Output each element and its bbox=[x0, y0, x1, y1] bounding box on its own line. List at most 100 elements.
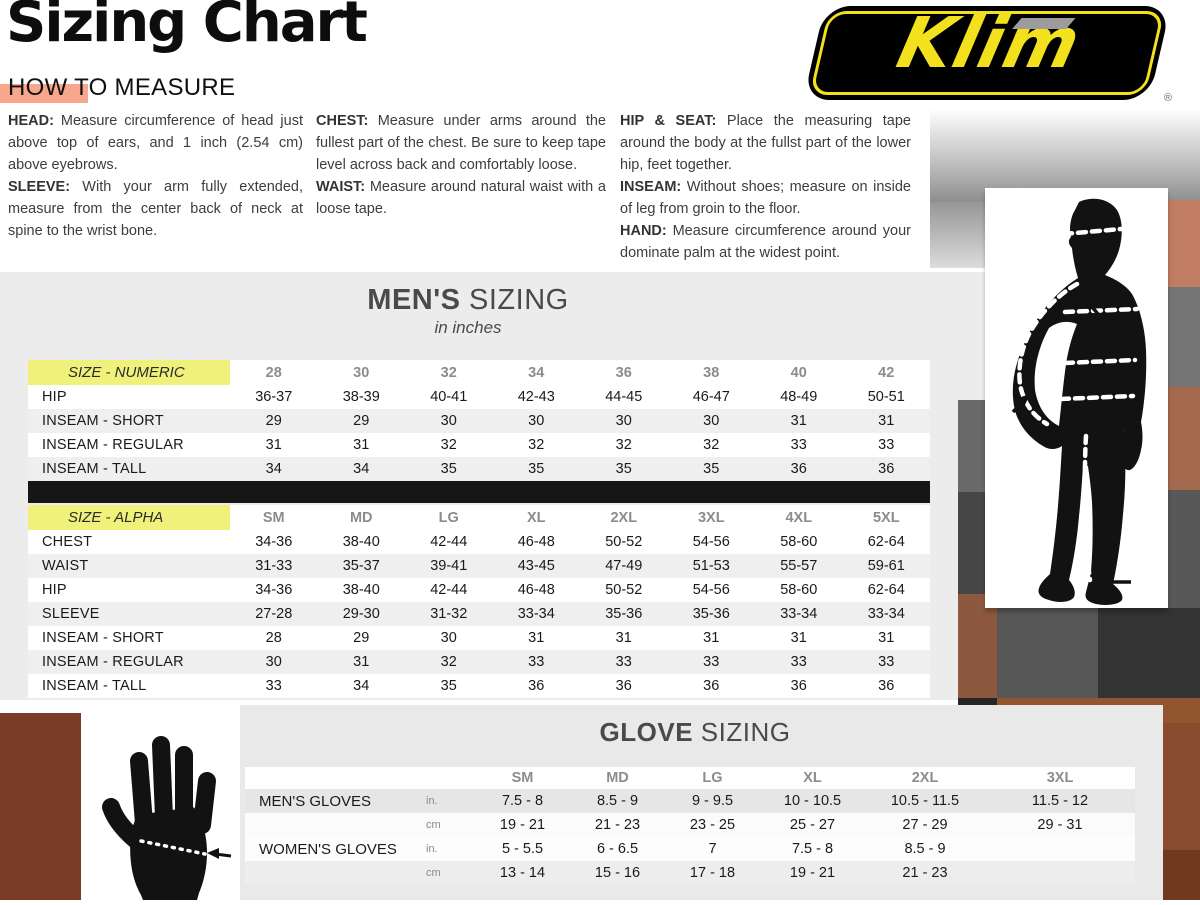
size-value: 21 - 23 bbox=[902, 865, 948, 881]
size-value: 33-34 bbox=[780, 606, 818, 622]
table-row: INSEAM - REGULAR 31 31 32 32 32 32 33 33 bbox=[28, 433, 930, 457]
size-value: 38-39 bbox=[342, 389, 380, 405]
page-title: Sizing Chart bbox=[6, 0, 368, 55]
column-header: 30 bbox=[353, 364, 370, 381]
table-row: WAIST 31-33 35-37 39-41 43-45 47-49 51-53 55-57… bbox=[28, 554, 930, 578]
size-value: 62-64 bbox=[867, 534, 905, 550]
size-value: 9 - 9.5 bbox=[691, 793, 734, 809]
column-header: 3XL bbox=[697, 509, 725, 526]
table-row: INSEAM - SHORT 29 29 30 30 30 30 31 31 bbox=[28, 409, 930, 433]
column-header: 32 bbox=[440, 364, 457, 381]
unit-header-spacer bbox=[425, 767, 475, 789]
size-value: 27-28 bbox=[255, 606, 293, 622]
size-value: 51-53 bbox=[692, 558, 730, 574]
size-value: 38-40 bbox=[342, 534, 380, 550]
size-value: 29 bbox=[265, 413, 282, 429]
size-value: 35-37 bbox=[342, 558, 380, 574]
size-value: 42-44 bbox=[430, 582, 468, 598]
size-value: 35 bbox=[440, 461, 457, 477]
size-value: 33-34 bbox=[867, 606, 905, 622]
size-value: 19 - 21 bbox=[499, 817, 546, 833]
instruction-text: Measure circumference around your domina… bbox=[620, 223, 911, 261]
registered-mark: ® bbox=[1163, 92, 1172, 104]
instruction-item: SLEEVE: With your arm fully extended, me… bbox=[8, 176, 303, 242]
column-header: SM bbox=[262, 509, 285, 526]
instruction-text: Measure around natural waist with a loos… bbox=[316, 179, 606, 217]
collage-square bbox=[1168, 490, 1200, 608]
size-value: 33 bbox=[703, 654, 720, 670]
column-header: 2XL bbox=[911, 770, 939, 786]
size-value: 29 bbox=[353, 630, 370, 646]
size-value: 54-56 bbox=[692, 582, 730, 598]
mens-sizing-units: in inches bbox=[434, 318, 502, 337]
sizing-table: SIZE - NUMERIC 28 30 32 34 36 38 40 42 HIP 36-37 38… bbox=[28, 360, 930, 481]
row-label: WAIST bbox=[42, 558, 89, 574]
column-header: 2XL bbox=[610, 509, 638, 526]
instruction-text: Place the measuring tape around the body… bbox=[620, 113, 911, 173]
size-value: 35-36 bbox=[605, 606, 643, 622]
size-value: 30 bbox=[703, 413, 720, 429]
size-value: 36 bbox=[703, 678, 720, 694]
instruction-label: HIP & SEAT: bbox=[620, 113, 717, 129]
row-label: HIP bbox=[42, 389, 67, 405]
size-value: 50-52 bbox=[605, 534, 643, 550]
column-header: MD bbox=[606, 770, 629, 786]
size-value: 31 bbox=[790, 630, 807, 646]
collage-square bbox=[1168, 200, 1200, 287]
size-value: 31-32 bbox=[430, 606, 468, 622]
size-value bbox=[985, 837, 1135, 861]
column-header: 4XL bbox=[785, 509, 813, 526]
size-value: 36 bbox=[528, 678, 545, 694]
size-value: 25 - 27 bbox=[789, 817, 836, 833]
size-value: 10.5 - 11.5 bbox=[890, 793, 960, 809]
klim-logo-badge: Klim bbox=[803, 2, 1171, 100]
row-label: HIP bbox=[42, 582, 67, 598]
column-header: 3XL bbox=[1046, 770, 1074, 786]
instructions-column-2: CHEST: Measure under arms around the ful… bbox=[316, 110, 606, 220]
size-value: 43-45 bbox=[517, 558, 555, 574]
column-header: XL bbox=[526, 509, 546, 526]
instruction-item: WAIST: Measure around natural waist with… bbox=[316, 176, 606, 220]
row-label bbox=[245, 813, 425, 837]
size-value: 48-49 bbox=[780, 389, 818, 405]
size-value: 36 bbox=[878, 678, 895, 694]
table-label-spacer bbox=[245, 767, 425, 789]
instruction-item: HIP & SEAT: Place the measuring tape aro… bbox=[620, 110, 911, 176]
size-value: 35-36 bbox=[692, 606, 730, 622]
size-value: 8.5 - 9 bbox=[596, 793, 639, 809]
alpha-size-table: SIZE - ALPHA SM MD LG XL 2XL 3XL 4XL 5XL CHEST 34-… bbox=[28, 505, 930, 698]
row-label: INSEAM - SHORT bbox=[42, 413, 164, 429]
howto-highlight bbox=[0, 84, 88, 103]
column-header: LG bbox=[438, 509, 459, 526]
size-value: 28 bbox=[265, 630, 282, 646]
size-value: 8.5 - 9 bbox=[904, 841, 946, 857]
klim-logo-slash-icon bbox=[1012, 18, 1076, 29]
instruction-label: SLEEVE: bbox=[8, 179, 71, 195]
size-value: 31 bbox=[790, 413, 807, 429]
klim-logo-text: Klim bbox=[890, 2, 1089, 84]
instruction-item: HEAD: Measure circumference of head just… bbox=[8, 110, 303, 176]
instruction-item: HAND: Measure circumference around your … bbox=[620, 220, 911, 264]
size-value: 32 bbox=[703, 437, 720, 453]
instructions-column-3: HIP & SEAT: Place the measuring tape aro… bbox=[620, 110, 911, 264]
size-value: 36 bbox=[615, 678, 632, 694]
mens-sizing-title: MEN'S SIZING bbox=[0, 284, 936, 317]
size-value: 30 bbox=[440, 413, 457, 429]
glove-sizing-panel: GLOVE SIZING SM MD LG XL 2XL 3XL MEN'S GLOVES i… bbox=[240, 705, 1163, 900]
size-value: 33 bbox=[265, 678, 282, 694]
size-value: 42-44 bbox=[430, 534, 468, 550]
size-value: 23 - 25 bbox=[689, 817, 736, 833]
instruction-label: CHEST: bbox=[316, 113, 369, 129]
size-value: 39-41 bbox=[430, 558, 468, 574]
row-unit: cm bbox=[426, 819, 441, 831]
table-row: INSEAM - REGULAR 30 31 32 33 33 33 33 33 bbox=[28, 650, 930, 674]
row-label: INSEAM - REGULAR bbox=[42, 437, 184, 453]
collage-square bbox=[0, 713, 81, 900]
size-value: 10 - 10.5 bbox=[783, 793, 842, 809]
size-value: 29 bbox=[353, 413, 370, 429]
instruction-item: INSEAM: Without shoes; measure on inside… bbox=[620, 176, 911, 220]
glove-title-bold: GLOVE bbox=[599, 717, 694, 747]
size-value: 33 bbox=[878, 654, 895, 670]
size-value bbox=[985, 861, 1135, 885]
instructions-column-1: HEAD: Measure circumference of head just… bbox=[8, 110, 303, 242]
